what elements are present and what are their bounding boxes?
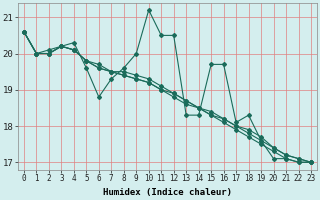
X-axis label: Humidex (Indice chaleur): Humidex (Indice chaleur) (103, 188, 232, 197)
